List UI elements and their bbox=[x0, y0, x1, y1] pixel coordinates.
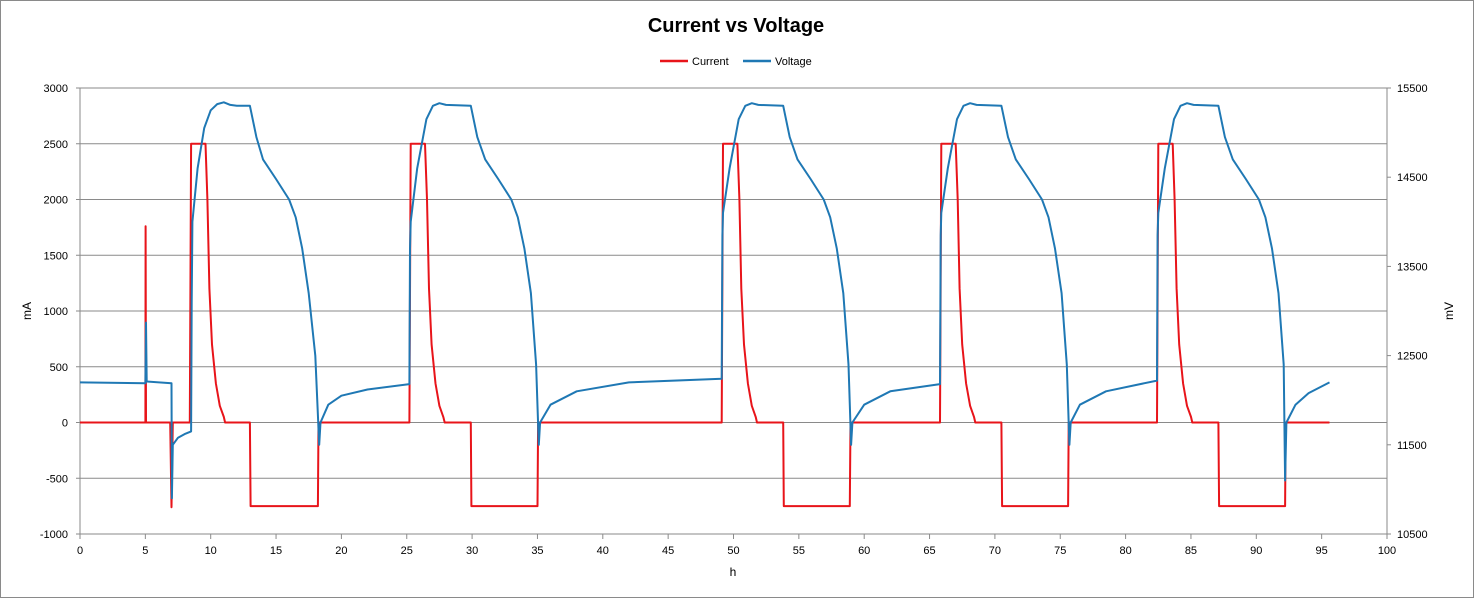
y2-tick-label: 10500 bbox=[1397, 529, 1428, 541]
x-axis-label: h bbox=[730, 565, 737, 579]
y-tick-label: -1000 bbox=[40, 529, 68, 541]
x-tick-label: 80 bbox=[1119, 545, 1131, 557]
x-axis-ticks: 0 5 10 15 20 25 30 35 40 45 50 55 60 65 70 75 80 85 90 95 10… bbox=[77, 534, 1396, 557]
x-tick-label: 100 bbox=[1378, 545, 1396, 557]
y-axis-ticks: -1000 -500 0 500 1000 1500 2000 2500 3000 bbox=[40, 83, 80, 541]
series-lines bbox=[79, 101, 1330, 509]
series-line-current bbox=[80, 142, 1330, 509]
x-tick-label: 60 bbox=[858, 545, 870, 557]
y-tick-label: 500 bbox=[50, 362, 68, 374]
x-tick-label: 90 bbox=[1250, 545, 1262, 557]
x-tick-label: 35 bbox=[531, 545, 543, 557]
x-tick-label: 10 bbox=[205, 545, 217, 557]
x-tick-label: 15 bbox=[270, 545, 282, 557]
x-tick-label: 20 bbox=[335, 545, 347, 557]
y2-tick-label: 12500 bbox=[1397, 351, 1428, 363]
x-tick-label: 25 bbox=[401, 545, 413, 557]
y2-tick-label: 11500 bbox=[1397, 440, 1427, 452]
y2-tick-label: 13500 bbox=[1397, 261, 1428, 273]
x-tick-label: 50 bbox=[727, 545, 739, 557]
x-tick-label: 30 bbox=[466, 545, 478, 557]
legend-voltage-label: Voltage bbox=[775, 56, 812, 68]
legend-current-label: Current bbox=[692, 56, 729, 68]
x-tick-label: 40 bbox=[597, 545, 609, 557]
x-tick-label: 95 bbox=[1316, 545, 1328, 557]
x-tick-label: 5 bbox=[142, 545, 148, 557]
x-tick-label: 75 bbox=[1054, 545, 1066, 557]
y2-axis-label: mV bbox=[1442, 302, 1456, 320]
legend: Current Voltage bbox=[660, 56, 812, 68]
y-axis-label: mA bbox=[20, 302, 34, 320]
series-line-voltage bbox=[79, 101, 1330, 500]
y-tick-label: 2000 bbox=[44, 195, 68, 207]
y2-axis-ticks: 10500 11500 12500 13500 14500 15500 bbox=[1387, 83, 1428, 541]
x-tick-label: 55 bbox=[793, 545, 805, 557]
x-tick-label: 45 bbox=[662, 545, 674, 557]
chart-title: Current vs Voltage bbox=[648, 15, 824, 37]
y-tick-label: 0 bbox=[62, 418, 68, 430]
y-tick-label: 1000 bbox=[44, 306, 68, 318]
x-tick-label: 0 bbox=[77, 545, 83, 557]
y-tick-label: 2500 bbox=[44, 139, 68, 151]
y-tick-label: 1500 bbox=[44, 250, 68, 262]
y2-tick-label: 15500 bbox=[1397, 83, 1428, 95]
x-tick-label: 70 bbox=[989, 545, 1001, 557]
y-tick-label: -500 bbox=[46, 473, 68, 485]
x-tick-label: 85 bbox=[1185, 545, 1197, 557]
x-tick-label: 65 bbox=[923, 545, 935, 557]
gridlines bbox=[80, 87, 1387, 535]
y2-tick-label: 14500 bbox=[1397, 172, 1428, 184]
y-tick-label: 3000 bbox=[44, 83, 68, 95]
